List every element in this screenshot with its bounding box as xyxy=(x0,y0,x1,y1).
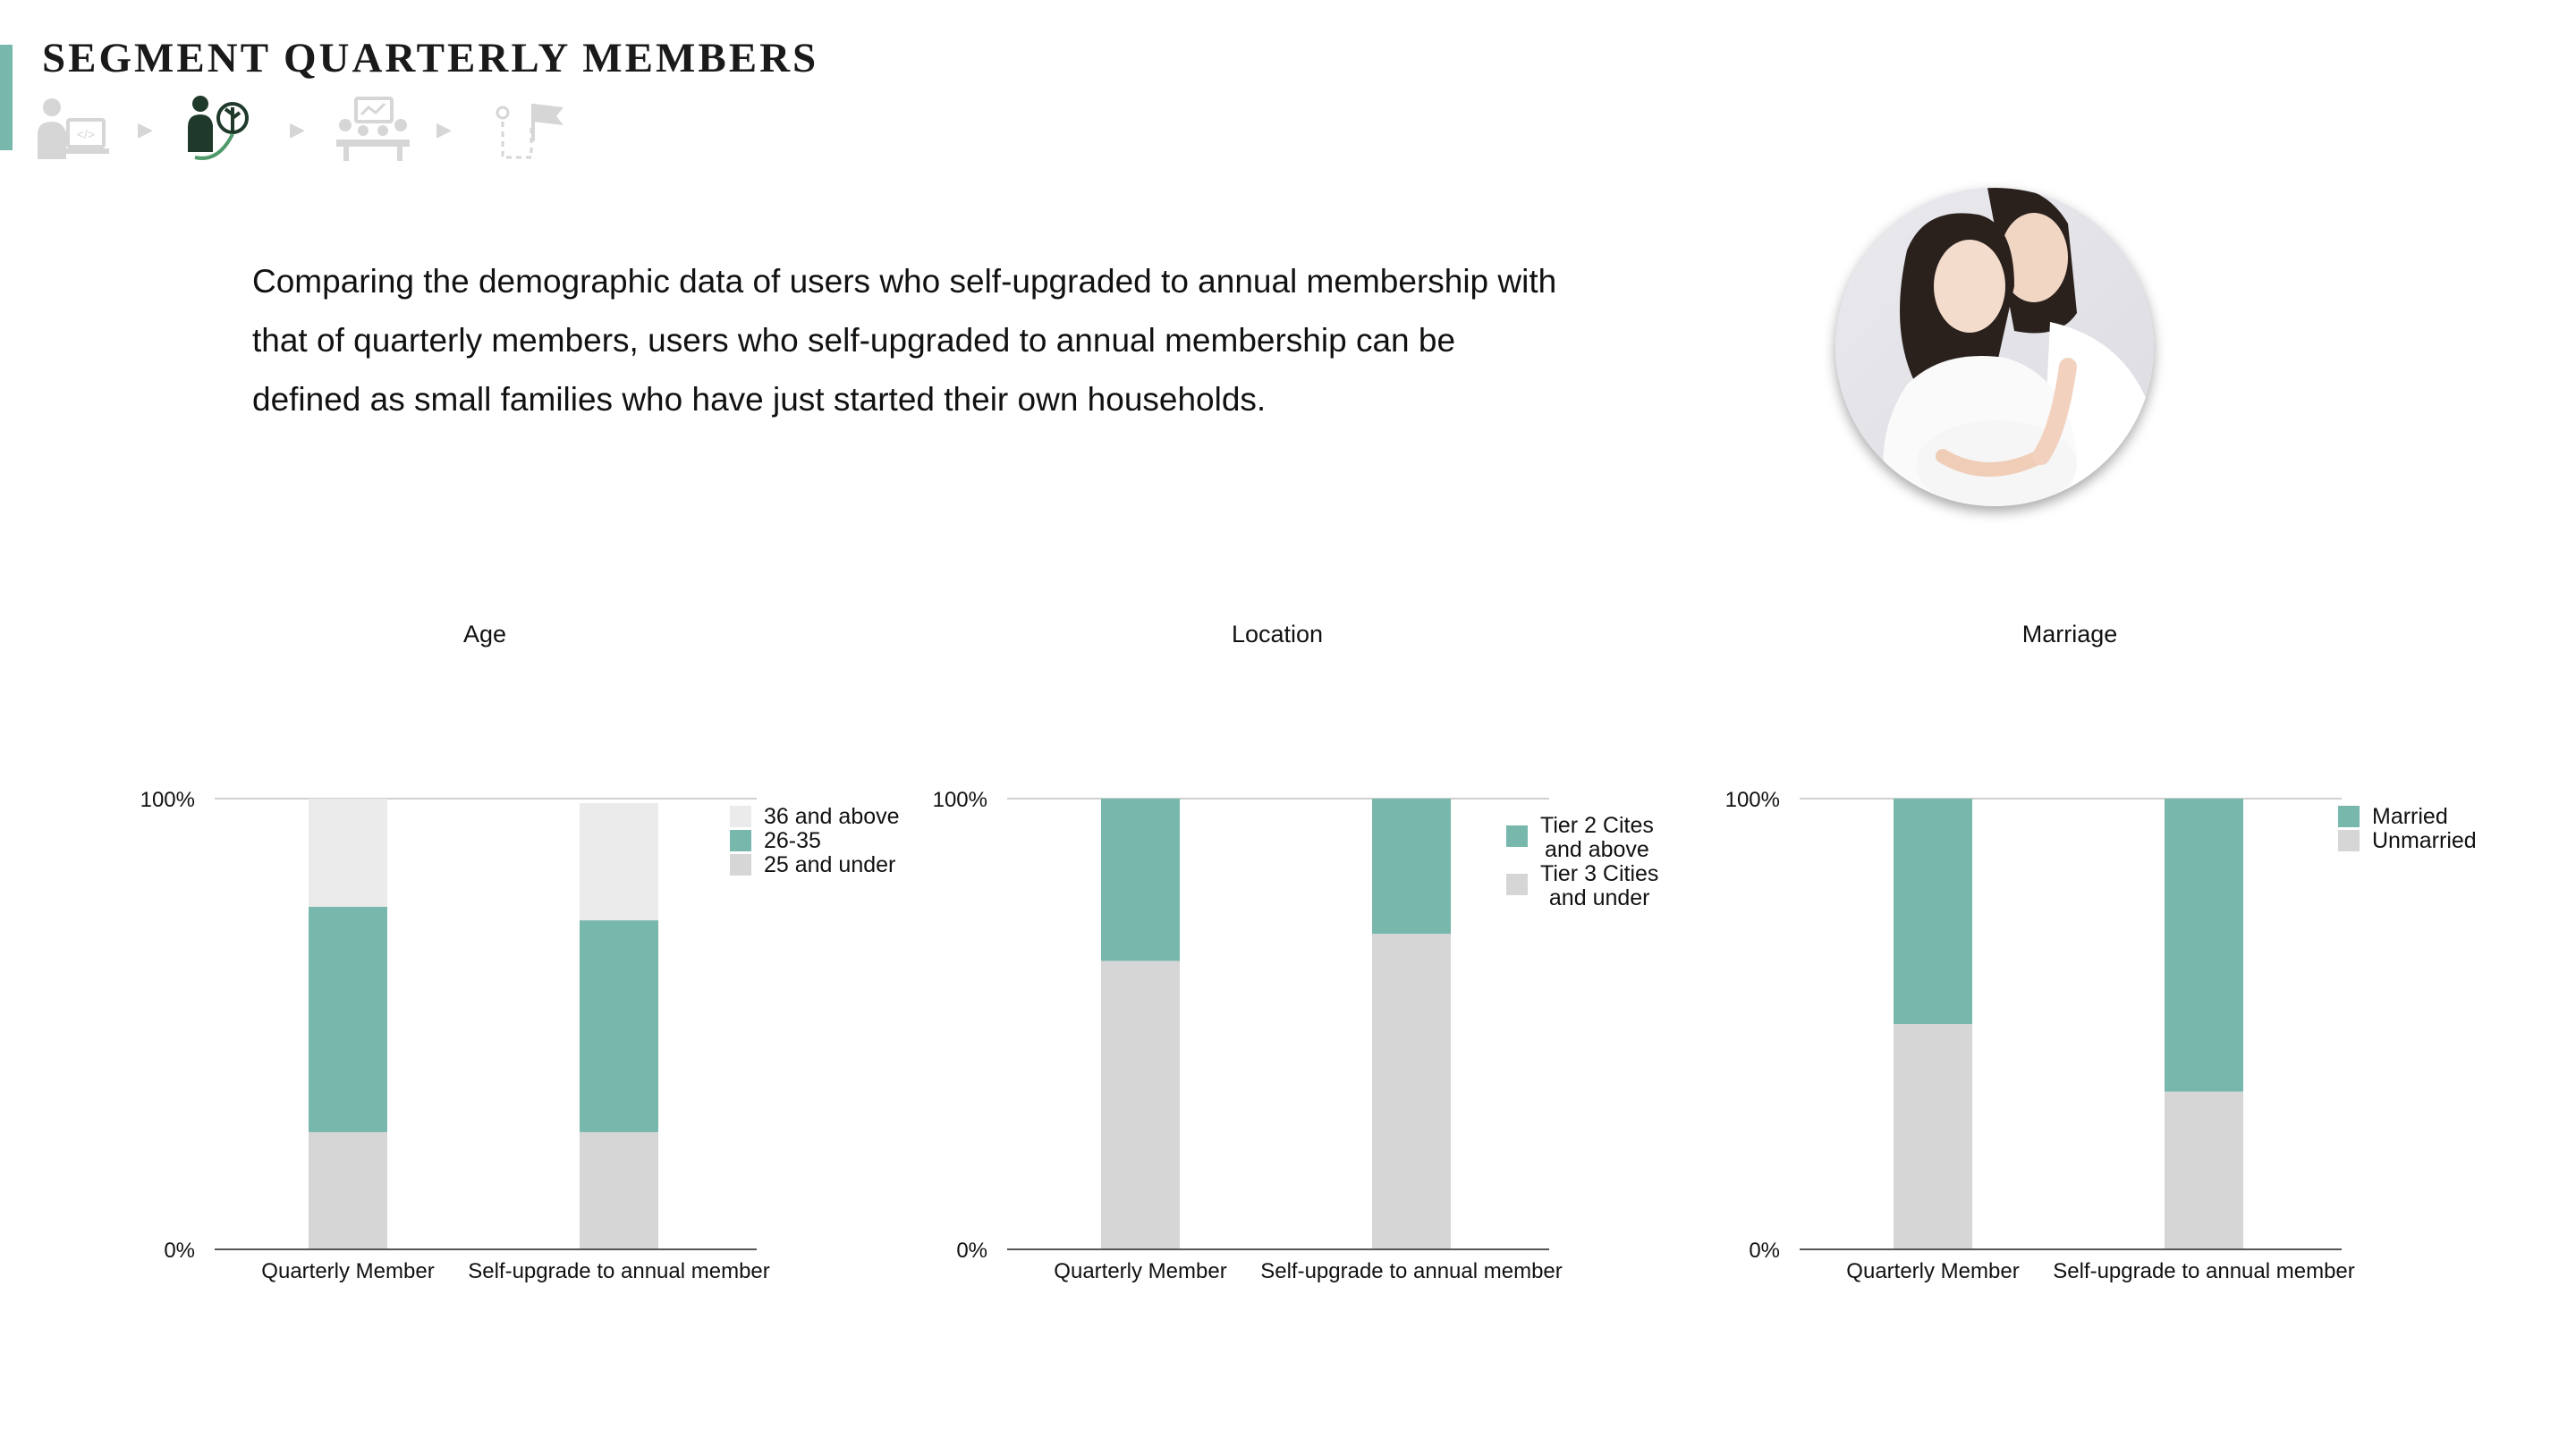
x-tick-label: Self-upgrade to annual member xyxy=(2053,1259,2355,1283)
chart-title: Marriage xyxy=(2021,621,2118,647)
legend-label: Unmarried xyxy=(2372,828,2477,853)
chart-location: Location Quarterly Member Self-upgrade to… xyxy=(918,608,1705,1306)
bar-segment xyxy=(1372,934,1451,1249)
step-developer-icon[interactable]: </> xyxy=(32,95,113,165)
svg-text:</>: </> xyxy=(77,127,95,141)
y-tick-label: 0% xyxy=(1749,1239,1780,1263)
description-text: Comparing the demographic data of users … xyxy=(252,263,1557,418)
step-arrow-icon: ▶ xyxy=(290,118,305,140)
expecting-couple-photo-illustration xyxy=(1835,188,2154,506)
chart-age: Age Quarterly Member Self-upgrade to annu… xyxy=(125,608,912,1306)
y-tick-label: 0% xyxy=(164,1239,195,1263)
y-tick-label: 100% xyxy=(140,788,195,812)
chart-title: Location xyxy=(1231,621,1324,647)
bar-segment xyxy=(309,799,387,907)
legend-label: 36 and above xyxy=(764,804,900,829)
x-tick-label: Self-upgrade to annual member xyxy=(1260,1259,1563,1283)
chart-marriage: Marriage Quarterly Member Self-upgrade to… xyxy=(1710,608,2497,1306)
chart-title: Age xyxy=(462,621,507,647)
bar-segment xyxy=(1894,799,1972,1024)
legend-swatch xyxy=(730,830,751,851)
legend-label: Tier 3 Cities and under xyxy=(1540,861,1659,910)
legend-swatch xyxy=(1506,825,1528,847)
chart-canvas: Quarterly Member Self-upgrade to annual m… xyxy=(1725,788,2355,1283)
title-accent-bar xyxy=(0,45,13,150)
x-tick-label: Quarterly Member xyxy=(261,1259,434,1283)
step-goal-icon[interactable] xyxy=(492,95,572,165)
x-tick-label: Self-upgrade to annual member xyxy=(468,1259,770,1283)
bar-segment xyxy=(1372,799,1451,935)
legend-label: Married xyxy=(2372,804,2448,829)
legend-item: Tier 3 Cities and under xyxy=(1506,862,1658,910)
bar-segment xyxy=(1101,960,1180,1249)
step-arrow-icon: ▶ xyxy=(138,118,153,140)
step-arrow-icon: ▶ xyxy=(436,118,452,140)
legend-swatch xyxy=(730,806,751,827)
chart-legend: Married Unmarried xyxy=(2338,805,2477,853)
page-title: SEGMENT QUARTERLY MEMBERS xyxy=(42,35,819,81)
step-meeting-icon[interactable] xyxy=(333,95,413,165)
y-tick-label: 0% xyxy=(956,1239,987,1263)
bar-segment xyxy=(1894,1024,1972,1249)
legend-item: 36 and above xyxy=(730,805,900,829)
bar-segment xyxy=(580,1131,658,1249)
legend-item: Married xyxy=(2338,805,2477,829)
bar-segment xyxy=(309,906,387,1132)
legend-label: Tier 2 Cites and above xyxy=(1540,813,1654,862)
x-tick-label: Quarterly Member xyxy=(1054,1259,1226,1283)
bar-segment xyxy=(1101,799,1180,961)
legend-swatch xyxy=(2338,830,2360,851)
bar-segment xyxy=(580,803,658,921)
legend-label: 25 and under xyxy=(764,852,896,877)
legend-label: 26-35 xyxy=(764,828,821,853)
chart-canvas: Quarterly Member Self-upgrade to annual m… xyxy=(140,788,770,1283)
legend-swatch xyxy=(2338,806,2360,827)
bar-segment xyxy=(309,1131,387,1249)
legend-swatch xyxy=(1506,874,1528,895)
y-tick-label: 100% xyxy=(933,788,987,812)
step-growth-icon[interactable] xyxy=(182,95,263,165)
chart-legend: Tier 2 Cites and above Tier 3 Cities and un… xyxy=(1506,814,1658,910)
developer-at-computer-icon: </> xyxy=(38,98,109,159)
legend-item: Unmarried xyxy=(2338,829,2477,853)
legend-swatch xyxy=(730,854,751,876)
chart-legend: 36 and above 26-35 25 and under xyxy=(730,805,900,877)
y-tick-label: 100% xyxy=(1725,788,1780,812)
couple-photo xyxy=(1835,188,2154,506)
bar-segment xyxy=(2165,1091,2243,1249)
legend-item: 26-35 xyxy=(730,829,900,853)
legend-item: Tier 2 Cites and above xyxy=(1506,814,1658,862)
person-with-growth-plant-icon xyxy=(188,96,249,160)
chart-canvas: Quarterly Member Self-upgrade to annual m… xyxy=(933,788,1563,1283)
team-meeting-presentation-icon xyxy=(336,97,410,161)
bar-segment xyxy=(2165,799,2243,1092)
legend-item: 25 and under xyxy=(730,853,900,877)
bar-segment xyxy=(580,920,658,1132)
x-tick-label: Quarterly Member xyxy=(1846,1259,2019,1283)
path-to-goal-flag-icon xyxy=(496,104,564,159)
